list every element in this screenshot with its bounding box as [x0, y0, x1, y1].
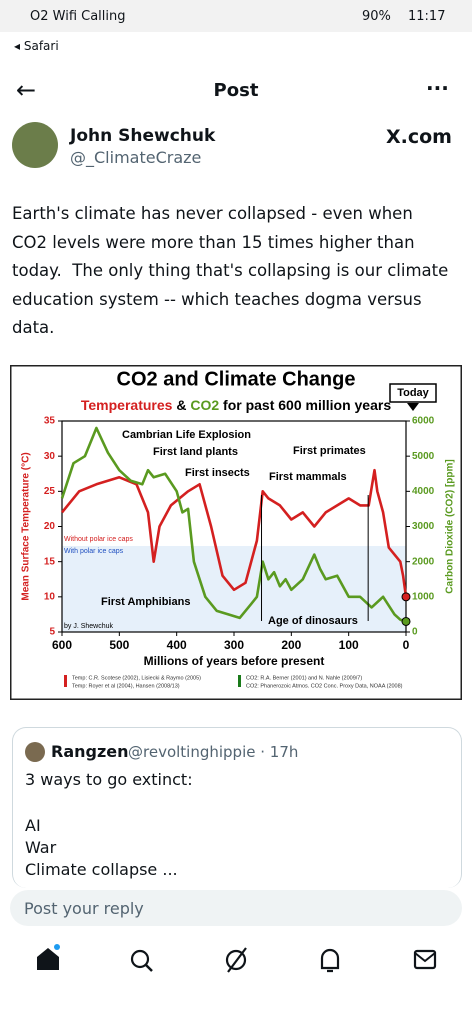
- x-axis-label: Millions of years before present: [144, 654, 325, 668]
- y-tick-label: 25: [44, 486, 56, 497]
- annotation: First mammals: [269, 471, 347, 483]
- post-text-line: data.: [12, 318, 55, 337]
- y2-tick-label: 2000: [412, 556, 435, 567]
- subtitle-part: for past 600 million years: [223, 397, 391, 413]
- y2-axis-label: Carbon Dioxide (CO2) [ppm]: [445, 459, 456, 593]
- annotation: First Amphibians: [101, 596, 190, 608]
- x-tick-label: 200: [281, 638, 301, 652]
- x-tick-label: 0: [403, 638, 410, 652]
- annotation: Without polar ice caps: [64, 536, 133, 543]
- y2-tick-label: 1000: [412, 591, 435, 602]
- today-box: [389, 383, 437, 403]
- grok-icon[interactable]: [225, 949, 247, 971]
- source-note: Temp: Royer et al (2004), Hansen (2008/1…: [72, 683, 180, 689]
- x-tick-label: 400: [167, 638, 187, 652]
- series-line: [60, 426, 407, 623]
- annotation: With polar ice caps: [64, 548, 124, 555]
- post-text-line: today. The only thing that's collapsing …: [12, 261, 449, 280]
- header-title: Post: [213, 80, 259, 101]
- post-text-line: CO2 levels were more than 15 times highe…: [12, 232, 415, 252]
- series-line: [60, 468, 408, 597]
- post-text-line: education system -- which teaches dogma …: [12, 289, 422, 309]
- today-arrow: [407, 403, 419, 411]
- home-icon[interactable]: [37, 948, 59, 970]
- reply-author: Rangzen: [51, 742, 129, 761]
- reply-line: War: [25, 838, 57, 857]
- carrier: O2 Wifi Calling: [30, 9, 126, 24]
- annotation: First primates: [293, 445, 366, 457]
- reply-avatar: [25, 742, 45, 762]
- x-tick-label: 500: [109, 638, 129, 652]
- y2-tick-label: 0: [412, 627, 418, 638]
- source-note: CO2: R.A. Berner (2001) and N. Nahle (20…: [246, 675, 362, 681]
- endpoint-dot: [401, 592, 411, 602]
- app-name: Safari: [23, 39, 59, 53]
- composer-placeholder: Post your reply: [24, 899, 144, 918]
- source-swatch: [64, 675, 67, 687]
- annotation: by J. Shewchuk: [64, 623, 114, 630]
- y-tick-label: 20: [44, 521, 56, 532]
- reply-composer[interactable]: Post your reply: [10, 890, 462, 926]
- reply-meta: @revoltinghippie · 17h: [128, 743, 299, 761]
- subtitle-part: Temperatures: [81, 397, 173, 413]
- battery: 90%: [362, 9, 391, 24]
- reply-line: AI: [25, 816, 41, 835]
- more-button[interactable]: ···: [426, 76, 449, 100]
- bottom-nav: [37, 944, 437, 973]
- annotation: Cambrian Life Explosion: [122, 429, 251, 441]
- author-name[interactable]: John Shewchuk: [70, 126, 216, 146]
- search-icon[interactable]: [130, 949, 150, 969]
- notifications-icon[interactable]: [320, 948, 340, 973]
- back-button[interactable]: ←: [16, 76, 37, 104]
- source: X.com: [386, 126, 452, 148]
- y-tick-label: 10: [44, 591, 56, 602]
- post-text: Earth's climate has never collapsed - ev…: [12, 200, 448, 343]
- y-tick-label: 35: [44, 416, 56, 427]
- y2-tick-label: 5000: [412, 451, 435, 462]
- chart-subtitle: Temperatures & CO2 for past 600 million …: [81, 397, 391, 413]
- x-tick-label: 300: [224, 638, 244, 652]
- source-note: CO2: Phanerozoic Atmos. CO2 Conc. Proxy …: [246, 683, 403, 689]
- author-handle[interactable]: @_ClimateCraze: [70, 148, 202, 167]
- y2-tick-label: 3000: [412, 521, 435, 532]
- annotation: Age of dinosaurs: [268, 615, 358, 627]
- x-tick-label: 600: [52, 638, 72, 652]
- annotation: First insects: [185, 467, 250, 479]
- subtitle-part: &: [176, 397, 186, 413]
- x-tick-label: 100: [339, 638, 359, 652]
- chart-title: CO2 and Climate Change: [117, 368, 356, 390]
- subtitle-part: CO2: [190, 397, 219, 413]
- reply-line: Climate collapse ...: [25, 860, 178, 879]
- y-tick-label: 30: [44, 451, 56, 462]
- quoted-reply[interactable]: Rangzen @revoltinghippie · 17h 3 ways to…: [12, 727, 462, 888]
- time: 11:17: [408, 9, 446, 24]
- post-text-line: Earth's climate has never collapsed - ev…: [12, 204, 413, 223]
- reply-line: 3 ways to go extinct:: [25, 770, 193, 789]
- annotation: First land plants: [153, 446, 238, 458]
- y-tick-label: 5: [49, 627, 55, 638]
- y2-tick-label: 4000: [412, 486, 435, 497]
- source-note: Temp: C.R. Scotese (2002), Lisiecki & Ra…: [72, 675, 201, 681]
- y-axis-label: Mean Surface Temperature (°C): [21, 452, 32, 600]
- status-bar: O2 Wifi Calling 90% 11:17: [0, 0, 472, 32]
- endpoint-dot: [401, 616, 411, 626]
- y-tick-label: 15: [44, 556, 56, 567]
- back-to-app[interactable]: ◂ Safari: [14, 39, 59, 53]
- y2-tick-label: 6000: [412, 416, 435, 427]
- messages-icon[interactable]: [413, 949, 437, 970]
- avatar[interactable]: [12, 122, 58, 168]
- notice-dot: [54, 944, 60, 950]
- annotation: Today: [397, 387, 429, 399]
- source-swatch: [238, 675, 241, 687]
- chart: CO2 and Climate Change Temperatures & CO…: [10, 365, 462, 700]
